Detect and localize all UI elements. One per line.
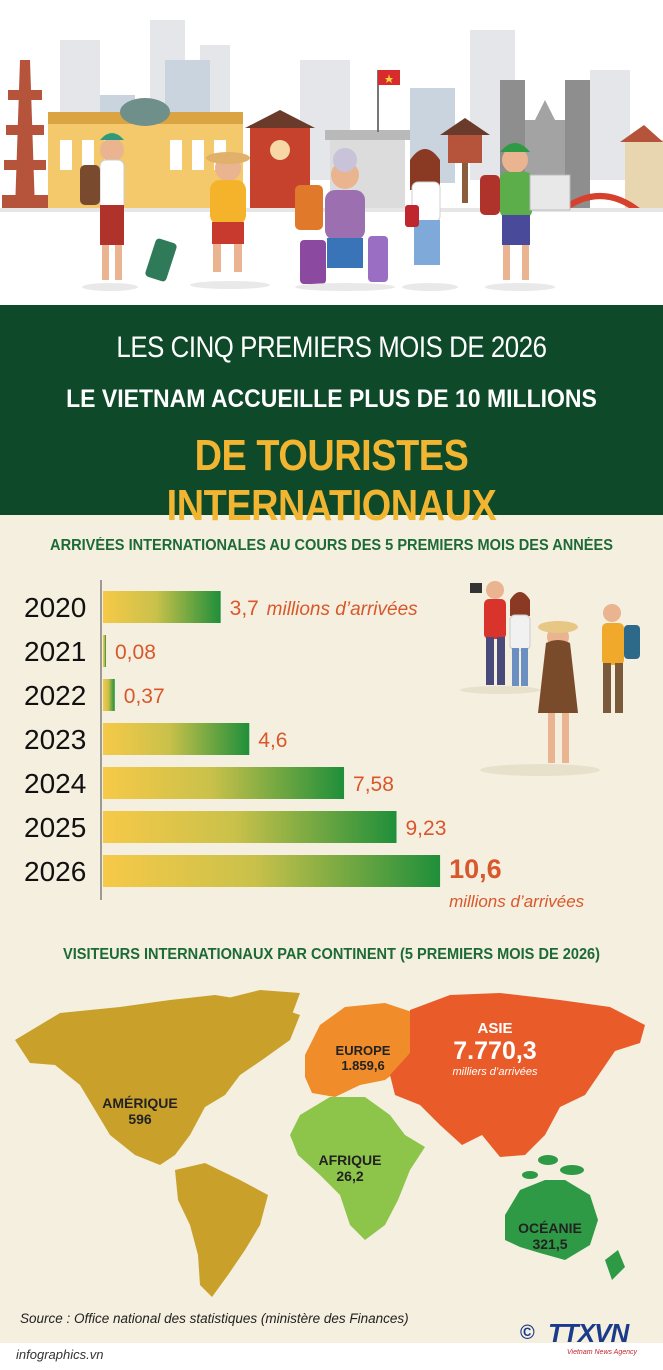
region-value: 596: [128, 1111, 152, 1127]
arrivals-bar-chart: 2020 3,7 millions d’arrivées 2021 0,08 2022 0,…: [24, 580, 640, 911]
bar: [103, 679, 115, 711]
region-value: 321,5: [532, 1236, 568, 1252]
bar: [103, 855, 441, 887]
region-name: AFRIQUE: [318, 1152, 382, 1168]
year-label: 2021: [24, 636, 86, 667]
map-title: VISITEURS INTERNATIONAUX PAR CONTINENT (…: [62, 946, 601, 963]
region-value: 26,2: [336, 1168, 364, 1184]
value-label: 9,23: [406, 817, 447, 840]
year-label: 2026: [24, 856, 86, 887]
map-label-america: AMÉRIQUE 596: [90, 1095, 190, 1127]
region-name: OCÉANIE: [518, 1220, 582, 1236]
region-shape-greenland: [220, 990, 300, 1030]
unit-label: millions d’arrivées: [267, 599, 418, 620]
bar: [103, 591, 221, 623]
title-banner: LES CINQ PREMIERS MOIS DE 2026 LE VIETNA…: [0, 305, 663, 530]
map-label-europe: EUROPE 1.859,6: [318, 1043, 408, 1073]
value-label: 4,6: [258, 729, 287, 752]
region-shape-america-south: [175, 1163, 268, 1297]
bar: [103, 811, 397, 843]
source-note: Source : Office national des statistique…: [20, 1311, 409, 1326]
value-label: 7,58: [353, 773, 394, 796]
bar: [103, 723, 250, 755]
map-label-africa: AFRIQUE 26,2: [300, 1152, 400, 1184]
tourists-cityscape-illustration: [0, 20, 663, 305]
region-value: 7.770,3: [453, 1037, 537, 1065]
ttxvn-logo: TTXVN: [548, 1318, 629, 1348]
region-shape-oceania: [505, 1180, 598, 1260]
year-label: 2023: [24, 724, 86, 755]
title-line-2: LE VIETNAM ACCUEILLE PLUS DE 10 MILLIONS: [66, 385, 597, 413]
value-label: 10,6: [449, 854, 502, 884]
value-label: 0,37: [124, 685, 165, 708]
region-value: 1.859,6: [341, 1058, 385, 1073]
title-line-3: DE TOURISTES INTERNATIONAUX: [166, 431, 497, 530]
year-label: 2025: [24, 812, 86, 843]
title-line-1: LES CINQ PREMIERS MOIS DE 2026: [116, 331, 547, 364]
tourists-group-illustration: [460, 581, 640, 776]
region-shape-africa: [290, 1097, 425, 1240]
site-link[interactable]: infographics.vn: [16, 1347, 104, 1362]
region-name: ASIE: [477, 1020, 513, 1037]
region-shape-new-zealand: [605, 1250, 625, 1280]
footer-bar: [0, 1343, 663, 1370]
year-label: 2020: [24, 592, 86, 623]
region-name: EUROPE: [335, 1043, 391, 1058]
year-label: 2024: [24, 768, 86, 799]
logo-subtitle: Vietnam News Agency: [567, 1349, 638, 1356]
value-label: 3,7: [230, 597, 259, 620]
map-label-oceania: OCÉANIE 321,5: [505, 1220, 595, 1252]
map-label-asia: ASIE 7.770,3 milliers d’arrivées: [425, 1020, 565, 1078]
chart-title: ARRIVÉES INTERNATIONALES AU COURS DES 5 …: [50, 537, 613, 554]
year-label: 2022: [24, 680, 86, 711]
region-unit: milliers d’arrivées: [452, 1066, 538, 1078]
region-shape-america-north: [15, 995, 300, 1165]
hero-illustration: [0, 0, 663, 305]
world-map: [15, 990, 645, 1297]
value-label: 0,08: [115, 641, 156, 664]
bar: [103, 767, 345, 799]
copyright-icon: ©: [520, 1322, 535, 1344]
region-shape-asia: [390, 993, 645, 1157]
region-shape-islands: [522, 1155, 584, 1179]
unit-label: millions d’arrivées: [449, 892, 585, 911]
region-shape-europe: [305, 1003, 420, 1097]
region-name: AMÉRIQUE: [102, 1095, 178, 1111]
bar: [103, 635, 106, 667]
